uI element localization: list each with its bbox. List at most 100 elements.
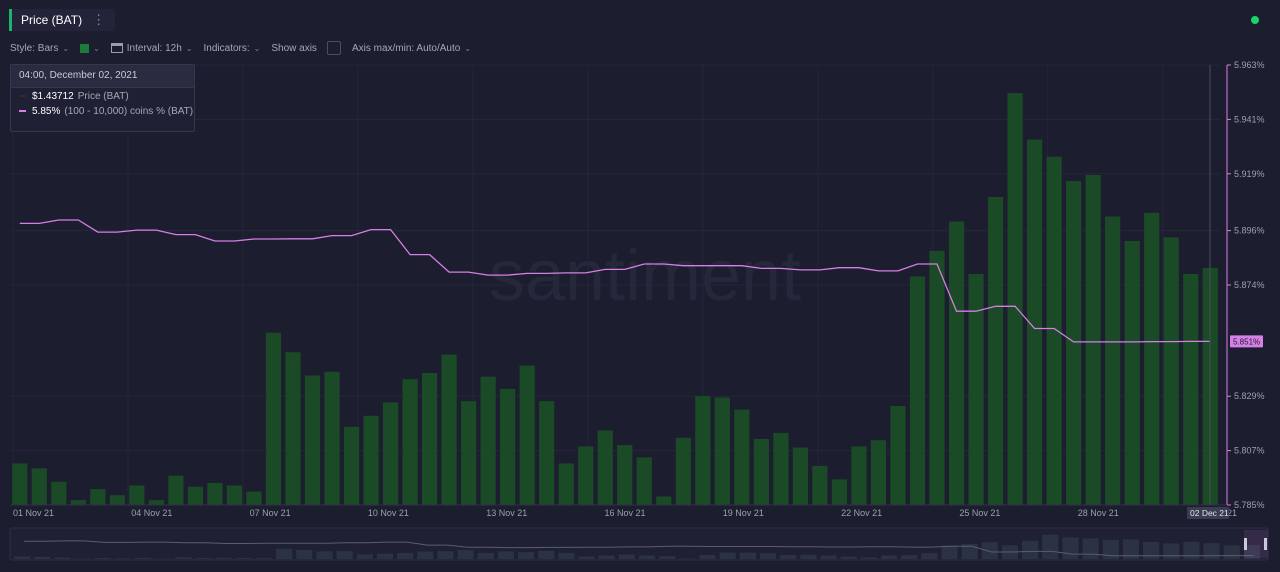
live-status-dot — [1251, 16, 1259, 24]
price-bar — [578, 446, 594, 505]
price-bar — [948, 221, 965, 505]
price-bar — [363, 415, 379, 505]
price-bar — [1046, 156, 1062, 505]
interval-selector[interactable]: Interval: 12h ⌄ — [110, 43, 193, 54]
price-bar — [285, 352, 301, 505]
x-tick-label: 25 Nov 21 — [959, 508, 1000, 518]
price-bar — [773, 432, 789, 505]
y-tick-label: 5.941% — [1234, 114, 1265, 124]
price-bar — [304, 375, 321, 505]
navigator-handle-left — [1244, 538, 1247, 550]
price-bar — [753, 439, 769, 505]
show-axis-toggle[interactable]: Show axis — [271, 41, 341, 55]
navigator-bar — [860, 557, 877, 559]
x-tick-label: 04 Nov 21 — [131, 508, 172, 518]
style-selector[interactable]: Style: Bars ⌄ — [10, 43, 69, 54]
navigator-bar — [94, 558, 111, 559]
tooltip-row-price: $1.43712 Price (BAT) — [11, 89, 194, 103]
current-value-badge — [1230, 335, 1263, 348]
navigator-bar — [1042, 534, 1059, 559]
price-bar — [968, 274, 984, 505]
price-bar — [500, 388, 516, 505]
navigator-bar — [497, 551, 514, 559]
price-bar — [441, 354, 457, 505]
navigator-bar — [739, 552, 756, 559]
navigator-bar — [800, 554, 817, 559]
price-bar — [168, 475, 184, 505]
price-bar — [31, 468, 47, 505]
navigator-bar — [215, 557, 232, 559]
navigator-bar — [518, 552, 535, 559]
navigator-bar — [659, 556, 676, 559]
price-bar — [617, 445, 633, 505]
navigator-bar — [1102, 539, 1119, 559]
navigator-bar — [921, 553, 938, 559]
navigator-bar — [316, 551, 333, 559]
price-bar — [656, 496, 672, 505]
navigator-bar — [538, 550, 555, 559]
coins-line-layer — [19, 219, 1211, 343]
more-vertical-icon[interactable]: ⋮ — [92, 12, 106, 27]
price-marker-icon — [19, 95, 26, 97]
y-axis: 5.963% 5.941% 5.919% 5.896% 5.874% 5.829% 5.80… — [1226, 60, 1265, 510]
navigator-bar — [901, 555, 918, 559]
price-bar — [70, 500, 86, 505]
show-axis-label: Show axis — [271, 42, 317, 54]
axis-maxmin-label: Axis max/min: Auto/Auto — [351, 42, 461, 54]
color-selector[interactable]: ⌄ — [80, 43, 100, 53]
navigator-bar — [437, 551, 454, 559]
navigator-bar — [1062, 537, 1079, 559]
current-value-label: 5.851% — [1233, 337, 1260, 346]
navigator-bar — [1082, 538, 1099, 559]
price-bar — [246, 491, 262, 505]
x-tick-label: 10 Nov 21 — [368, 508, 409, 518]
navigator-bar — [618, 554, 635, 559]
y-tick-label: 5.829% — [1234, 391, 1265, 401]
navigator-bar — [477, 552, 494, 559]
navigator[interactable] — [9, 527, 1269, 561]
price-bar — [1144, 212, 1160, 505]
price-bar — [480, 376, 496, 505]
x-tick-label: 16 Nov 21 — [605, 508, 646, 518]
style-label: Style: Bars — [10, 42, 59, 54]
navigator-bar — [34, 556, 51, 559]
price-bar — [929, 250, 945, 505]
price-bar — [1163, 237, 1179, 506]
navigator-bar — [114, 558, 131, 559]
price-bar — [1085, 175, 1101, 505]
price-bar — [129, 485, 145, 505]
coins-marker-icon — [19, 110, 26, 112]
watermark: santiment — [489, 236, 801, 316]
price-bars — [12, 93, 1218, 506]
navigator-bar — [981, 542, 998, 559]
x-tick-label: 22 Nov 21 — [841, 508, 882, 518]
price-bar — [109, 495, 125, 505]
navigator-bar — [961, 543, 978, 559]
chevron-down-icon: ⌄ — [185, 43, 193, 53]
tooltip-date: 04:00, December 02, 2021 — [11, 65, 194, 88]
chart-toolbar: Style: Bars ⌄ ⌄ Interval: 12h ⌄ Indicato… — [10, 40, 482, 56]
price-bar — [890, 406, 906, 505]
price-bar — [812, 465, 828, 505]
show-axis-checkbox[interactable] — [326, 41, 341, 55]
navigator-bar — [255, 558, 273, 559]
price-bar — [851, 446, 867, 505]
price-bar — [870, 440, 887, 505]
x-axis: 01 Nov 21 04 Nov 21 07 Nov 21 10 Nov 21 13 N… — [10, 504, 1237, 519]
current-date-badge — [1187, 507, 1229, 519]
chart-title-tab[interactable]: Price (BAT) ⋮ — [9, 9, 116, 31]
y-tick-label: 5.785% — [1234, 500, 1265, 510]
price-bar — [636, 457, 652, 505]
axis-maxmin-selector[interactable]: Axis max/min: Auto/Auto ⌄ — [352, 43, 471, 54]
calendar-icon — [110, 43, 123, 53]
indicators-selector[interactable]: Indicators: ⌄ — [204, 43, 261, 54]
price-bar — [207, 483, 223, 505]
price-bar — [909, 276, 926, 505]
price-bar — [1066, 181, 1082, 505]
tooltip-coins-value: 5.85% — [32, 105, 61, 117]
navigator-bar — [639, 555, 656, 559]
price-bar — [1026, 139, 1043, 506]
navigator-bar — [679, 558, 696, 559]
current-date-label: 02 Dec 21 — [1190, 508, 1229, 518]
